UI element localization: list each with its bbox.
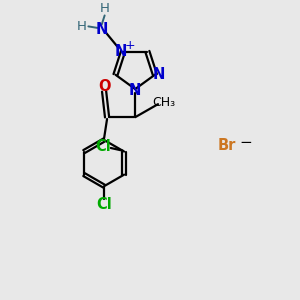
Text: −: − [239, 136, 252, 151]
Text: Cl: Cl [96, 197, 112, 212]
Text: H: H [100, 2, 110, 15]
Text: Br: Br [218, 138, 236, 153]
Text: H: H [76, 20, 86, 33]
Text: N: N [129, 83, 141, 98]
Text: +: + [124, 39, 135, 52]
Text: CH₃: CH₃ [152, 96, 176, 109]
Text: N: N [115, 44, 127, 59]
Text: O: O [98, 79, 110, 94]
Text: Cl: Cl [95, 139, 111, 154]
Text: N: N [95, 22, 108, 37]
Text: N: N [152, 67, 165, 82]
